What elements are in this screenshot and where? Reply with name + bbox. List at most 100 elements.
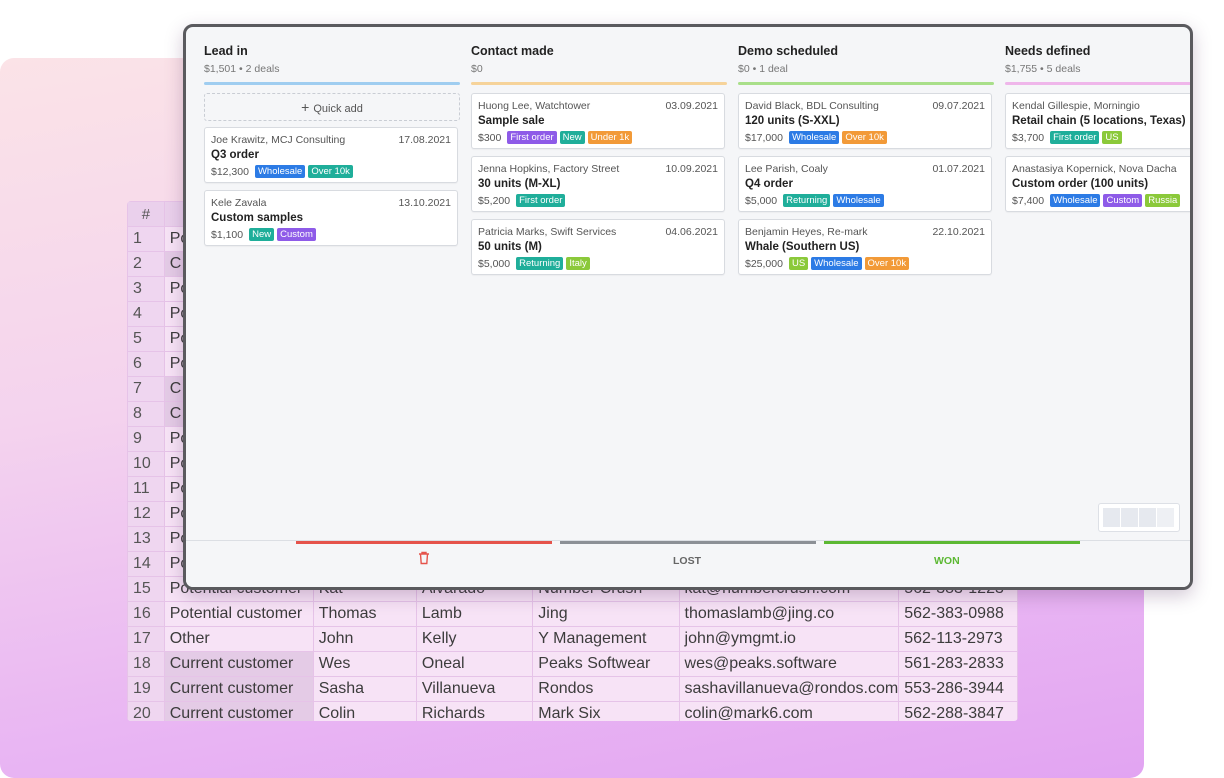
deal-meta: $3,700 First order US: [1012, 131, 1122, 144]
spreadsheet-cell[interactable]: John: [312, 626, 417, 652]
spreadsheet-cell[interactable]: Other: [163, 626, 314, 652]
deal-tag: Italy: [566, 257, 590, 270]
spreadsheet-cell[interactable]: Current customer: [163, 651, 314, 677]
drop-zone-bar: LOST WON: [186, 540, 1190, 587]
deal-title: Whale (Southern US): [745, 241, 860, 253]
row-number: 16: [127, 601, 165, 627]
spreadsheet-cell[interactable]: Current customer: [163, 676, 314, 702]
deal-meta: $17,000 Wholesale Over 10k: [745, 131, 887, 144]
deal-tag: Custom: [277, 228, 316, 241]
deal-meta: $25,000 US Wholesale Over 10k: [745, 257, 910, 270]
spreadsheet-cell[interactable]: Thomas: [312, 601, 417, 627]
deal-title: 30 units (M-XL): [478, 178, 561, 190]
spreadsheet-row[interactable]: 17 Other John Kelly Y Management john@ymgmt.i…: [127, 626, 1018, 652]
spreadsheet-cell[interactable]: Sasha: [312, 676, 417, 702]
deal-meta: $5,000 Returning Italy: [478, 257, 590, 270]
lost-zone[interactable]: LOST: [673, 555, 701, 567]
row-number: 8: [127, 401, 165, 427]
spreadsheet-cell[interactable]: john@ymgmt.io: [678, 626, 900, 652]
deal-title: Q4 order: [745, 178, 793, 190]
spreadsheet-cell[interactable]: 562-383-0988: [898, 601, 1018, 627]
spreadsheet-cell[interactable]: Rondos: [532, 676, 680, 702]
stage-amount: $1,755: [1005, 63, 1038, 75]
pipeline-window: Lead in $1,501 • 2 deals + Quick add Joe Kr…: [183, 24, 1193, 590]
row-number: 9: [127, 426, 165, 452]
deal-tag: Over 10k: [842, 131, 887, 144]
row-number: 18: [127, 651, 165, 677]
spreadsheet-cell[interactable]: wes@peaks.software: [678, 651, 900, 677]
spreadsheet-cell[interactable]: Villanueva: [415, 676, 534, 702]
row-number: 19: [127, 676, 165, 702]
deal-title: Custom samples: [211, 212, 304, 224]
spreadsheet-cell[interactable]: Peaks Softwear: [532, 651, 680, 677]
deal-card[interactable]: Jenna Hopkins, Factory Street 10.09.2021…: [471, 156, 725, 212]
spreadsheet-row[interactable]: 16 Potential customer Thomas Lamb Jing thomas…: [127, 601, 1018, 627]
deal-title: Custom order (100 units): [1012, 178, 1149, 190]
row-number: 13: [127, 526, 165, 552]
spreadsheet-cell[interactable]: Current customer: [163, 701, 314, 721]
deal-card[interactable]: Kele Zavala 13.10.2021 Custom samples $1…: [204, 190, 458, 246]
spreadsheet-cell[interactable]: sashavillanueva@rondos.com: [678, 676, 900, 702]
spreadsheet-cell[interactable]: Mark Six: [532, 701, 680, 721]
plus-icon: +: [301, 99, 310, 115]
spreadsheet-row[interactable]: 19 Current customer Sasha Villanueva Rondos s…: [127, 676, 1018, 702]
spreadsheet-cell[interactable]: thomaslamb@jing.co: [678, 601, 900, 627]
row-number: 6: [127, 351, 165, 377]
spreadsheet-cell[interactable]: 562-113-2973: [898, 626, 1018, 652]
spreadsheet-cell[interactable]: Jing: [532, 601, 680, 627]
deal-card[interactable]: Lee Parish, Coaly 01.07.2021 Q4 order $5…: [738, 156, 992, 212]
deal-tag: Wholesale: [811, 257, 862, 270]
deal-tag: Wholesale: [254, 165, 306, 178]
spreadsheet-cell[interactable]: Y Management: [532, 626, 680, 652]
spreadsheet-cell[interactable]: Kelly: [415, 626, 534, 652]
deal-meta: $12,300 Wholesale Over 10k: [211, 165, 353, 178]
stage-amount: $1,501: [204, 63, 237, 75]
deal-contact: Anastasiya Kopernick, Nova Dacha: [1012, 163, 1177, 175]
deal-card[interactable]: Huong Lee, Watchtower 03.09.2021 Sample …: [471, 93, 725, 149]
deal-card[interactable]: Joe Krawitz, MCJ Consulting 17.08.2021 Q…: [204, 127, 458, 183]
won-zone[interactable]: WON: [934, 555, 960, 567]
deal-card[interactable]: David Black, BDL Consulting 09.07.2021 1…: [738, 93, 992, 149]
spreadsheet-cell[interactable]: 561-283-2833: [898, 651, 1018, 677]
deal-tag: Wholesale: [1050, 194, 1101, 207]
row-number: 20: [127, 701, 165, 721]
deal-tag: First order: [507, 131, 557, 144]
pipeline-stage: Contact made $0 Huong Lee, Watchtower 03.…: [471, 27, 727, 537]
spreadsheet-cell[interactable]: Potential customer: [163, 601, 314, 627]
row-number: 15: [127, 576, 165, 602]
deal-title: 120 units (S-XXL): [745, 115, 840, 127]
stage-summary: $0: [471, 63, 483, 75]
deal-tag: First order: [1050, 131, 1100, 144]
stage-summary: $0 • 1 deal: [738, 63, 788, 75]
deal-card[interactable]: Anastasiya Kopernick, Nova Dacha Custom …: [1005, 156, 1190, 212]
stage-summary: $1,755 • 5 deals: [1005, 63, 1081, 75]
spreadsheet-cell[interactable]: Oneal: [415, 651, 534, 677]
deal-date: 03.09.2021: [665, 100, 718, 112]
deal-title: Retail chain (5 locations, Texas): [1012, 115, 1186, 127]
row-number: 11: [127, 476, 165, 502]
spreadsheet-cell[interactable]: 553-286-3944: [898, 676, 1018, 702]
deal-meta: $5,000 Returning Wholesale: [745, 194, 884, 207]
deal-tag: Russia: [1145, 194, 1181, 207]
deal-tag: US: [788, 257, 809, 270]
spreadsheet-cell[interactable]: 562-288-3847: [898, 701, 1018, 721]
deal-card[interactable]: Kendal Gillespie, Morningio Retail chain…: [1005, 93, 1190, 149]
deal-contact: Joe Krawitz, MCJ Consulting: [211, 134, 346, 146]
spreadsheet-cell[interactable]: Wes: [312, 651, 417, 677]
quick-add-button[interactable]: + Quick add: [204, 93, 460, 121]
delete-zone[interactable]: [418, 551, 430, 568]
spreadsheet-cell[interactable]: Richards: [415, 701, 534, 721]
spreadsheet-row[interactable]: 18 Current customer Wes Oneal Peaks Softwear…: [127, 651, 1018, 677]
spreadsheet-cell[interactable]: Colin: [312, 701, 417, 721]
row-number: 2: [127, 251, 165, 277]
spreadsheet-cell[interactable]: Lamb: [415, 601, 534, 627]
spreadsheet-cell[interactable]: colin@mark6.com: [678, 701, 900, 721]
row-number: 7: [127, 376, 165, 402]
board-minimap[interactable]: [1098, 503, 1180, 532]
deal-card[interactable]: Benjamin Heyes, Re-mark 22.10.2021 Whale…: [738, 219, 992, 275]
deal-meta: $5,200 First order: [478, 194, 566, 207]
deal-title: Q3 order: [211, 149, 259, 161]
spreadsheet-row[interactable]: 20 Current customer Colin Richards Mark Six c…: [127, 701, 1018, 721]
deal-card[interactable]: Patricia Marks, Swift Services 04.06.202…: [471, 219, 725, 275]
deal-title: 50 units (M): [478, 241, 542, 253]
